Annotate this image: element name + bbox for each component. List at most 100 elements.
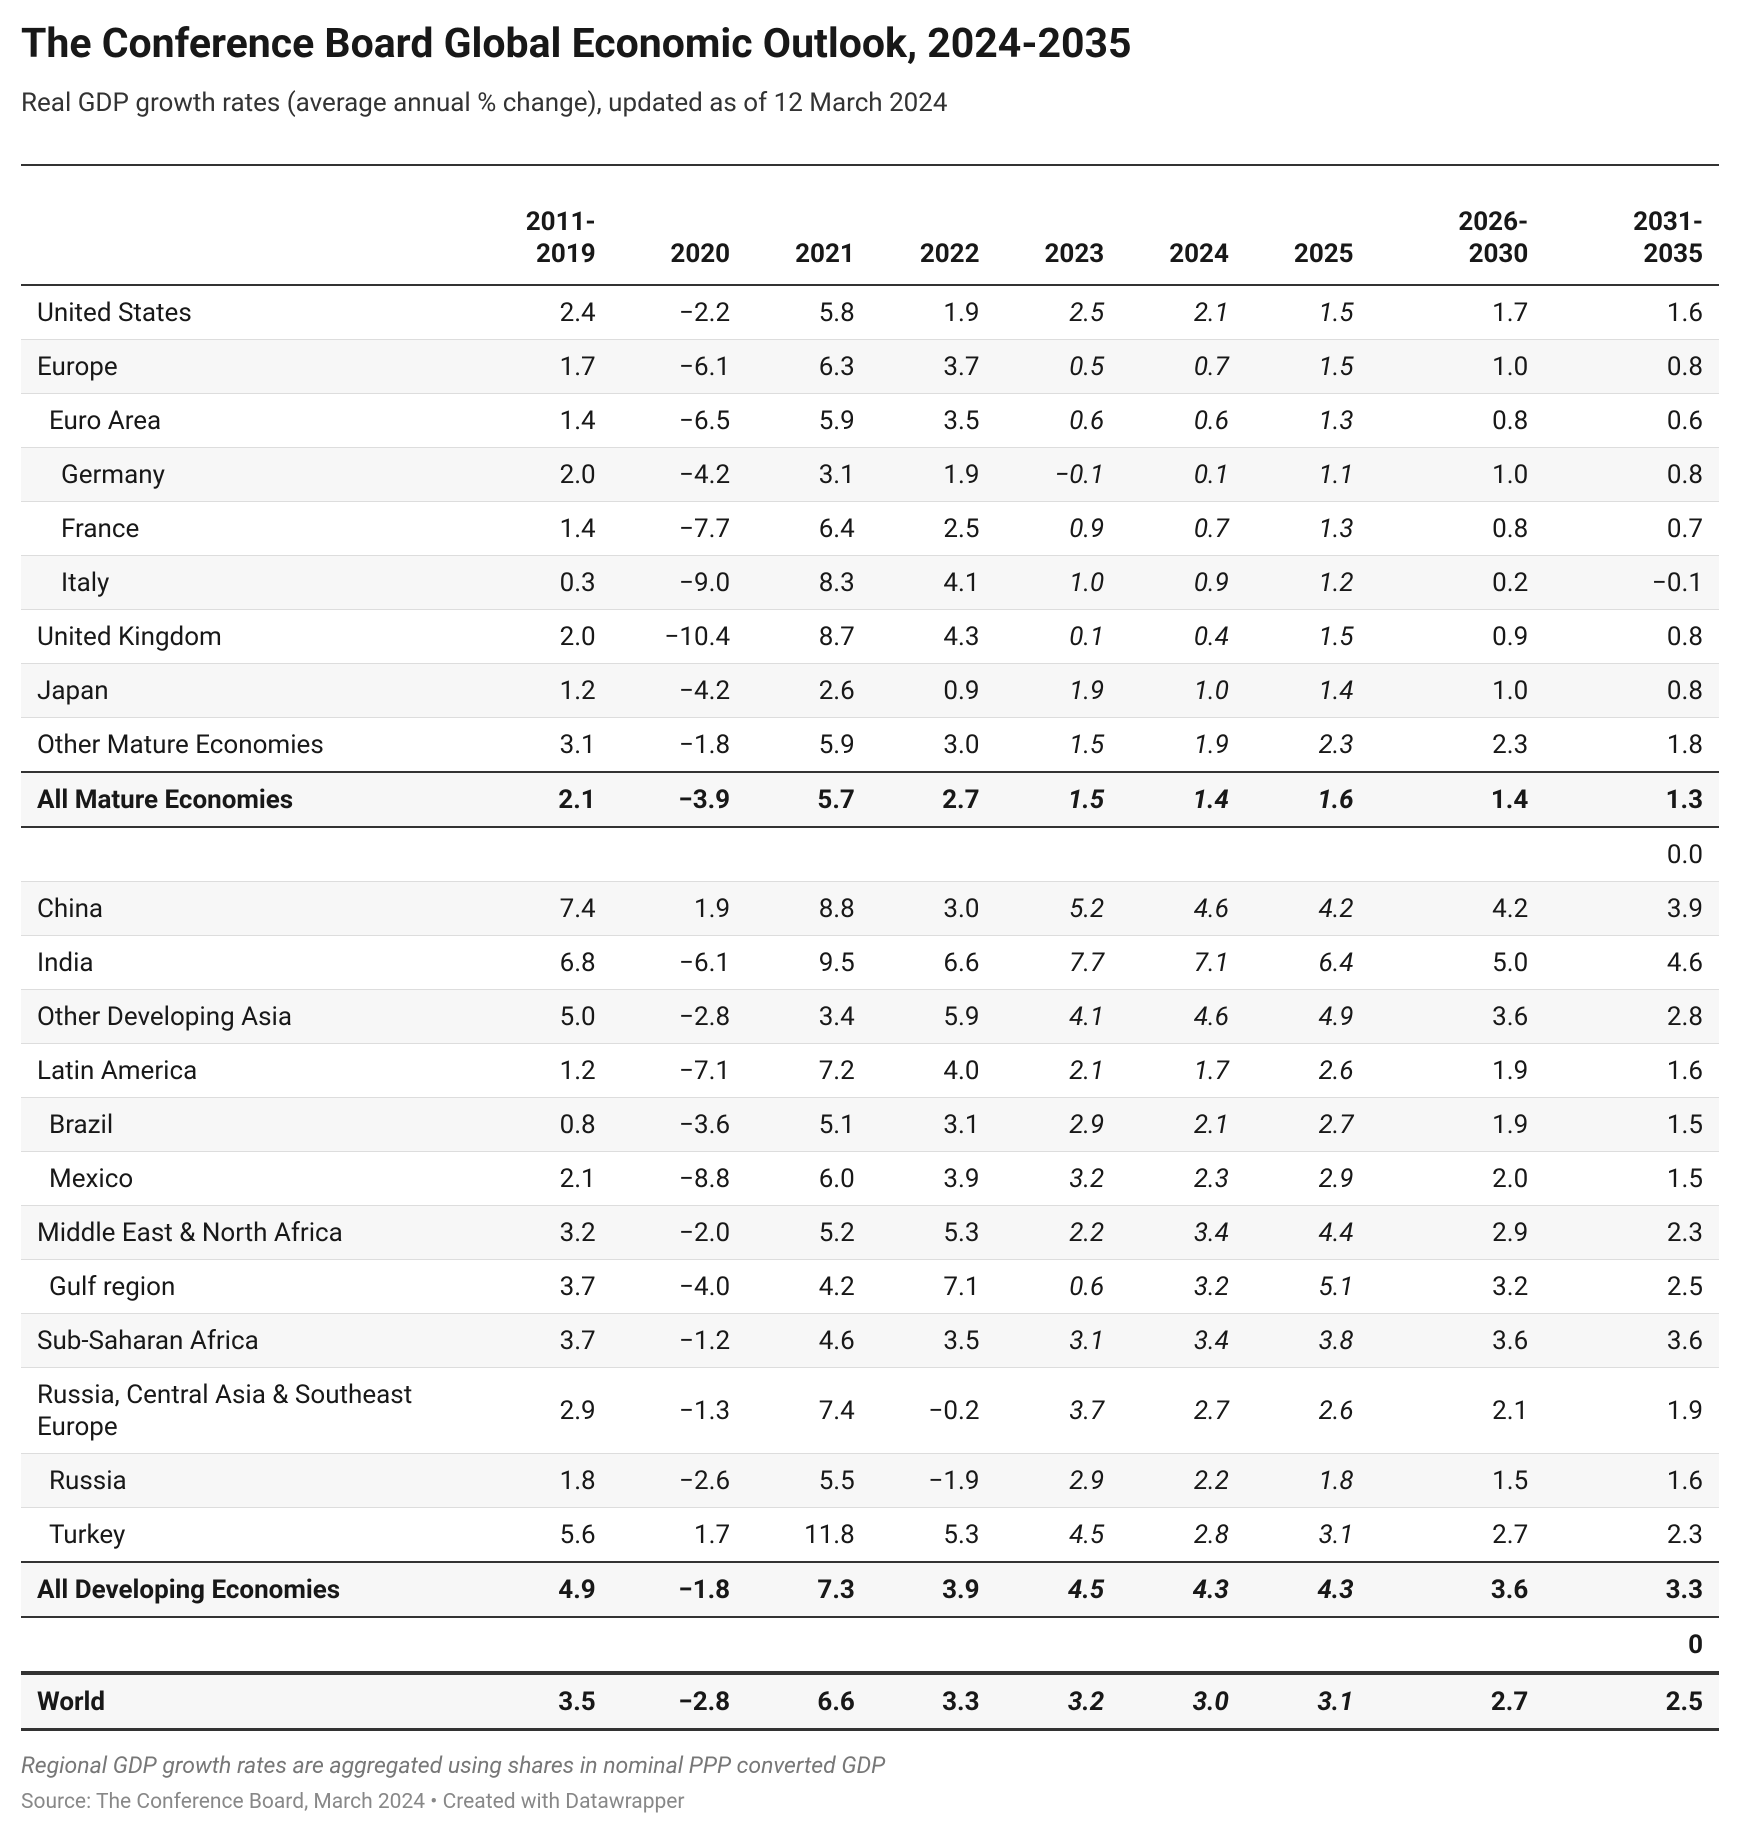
table-row: Russia 1.8 −2.6 5.5 −1.9 2.9 2.2 1.8 1.5 1.6	[21, 1453, 1719, 1508]
row-label: India	[21, 935, 437, 990]
value-cell: 4.6	[1120, 989, 1245, 1044]
value-cell: 7.4	[437, 881, 612, 936]
column-label: 2026-2030	[1458, 207, 1529, 269]
value-cell: 0.9	[870, 663, 996, 718]
value-cell: 2.5	[1544, 1671, 1719, 1731]
value-cell: 4.9	[437, 1561, 612, 1618]
value-cell: 11.8	[746, 1507, 871, 1563]
table-row: Other Developing Asia 5.0 −2.8 3.4 5.9 4.1 4.6…	[21, 989, 1719, 1044]
value-cell: 3.0	[1120, 1671, 1245, 1731]
value-cell: −10.4	[611, 609, 747, 664]
table-row: Japan 1.2 −4.2 2.6 0.9 1.9 1.0 1.4 1.0 0.8	[21, 663, 1719, 718]
value-cell: 2.9	[1244, 1151, 1370, 1206]
table-row: Sub-Saharan Africa 3.7 −1.2 4.6 3.5 3.1 3.4 3.8…	[21, 1313, 1719, 1368]
value-cell: 1.5	[995, 717, 1121, 773]
value-cell: 1.6	[1544, 1043, 1719, 1098]
row-label: Latin America	[21, 1043, 437, 1098]
value-cell: −3.6	[611, 1097, 747, 1152]
value-cell: 1.6	[1544, 285, 1719, 340]
value-cell: 2.2	[1120, 1453, 1245, 1508]
value-cell: 2.1	[1369, 1367, 1545, 1454]
value-cell: 1.4	[1120, 771, 1245, 828]
value-cell: −4.2	[611, 447, 747, 502]
value-cell: 2.0	[437, 609, 612, 664]
value-cell	[611, 1617, 747, 1674]
value-cell: 4.4	[1244, 1205, 1370, 1260]
value-cell: 5.3	[870, 1507, 996, 1563]
value-cell: 3.8	[1244, 1313, 1370, 1368]
value-cell	[437, 1617, 612, 1674]
table-row: Turkey 5.6 1.7 11.8 5.3 4.5 2.8 3.1 2.7 2.3	[21, 1507, 1719, 1563]
row-label: Middle East & North Africa	[21, 1205, 437, 1260]
value-cell: 2.3	[1544, 1507, 1719, 1563]
row-label: Turkey	[21, 1507, 437, 1563]
value-cell: 2.5	[1544, 1259, 1719, 1314]
value-cell: 1.4	[1244, 663, 1370, 718]
value-cell: 2.6	[746, 663, 871, 718]
value-cell: 2.2	[995, 1205, 1121, 1260]
row-label: Other Developing Asia	[21, 989, 437, 1044]
value-cell: 0.6	[1120, 393, 1245, 448]
table-row: Middle East & North Africa 3.2 −2.0 5.2 5.3 2…	[21, 1205, 1719, 1260]
value-cell: 3.1	[1244, 1507, 1370, 1563]
value-cell: 0	[1544, 1617, 1719, 1674]
column-label: 2031-2035	[1633, 207, 1703, 269]
header-cell	[21, 165, 437, 286]
value-cell: 4.6	[746, 1313, 871, 1368]
value-cell: 0.0	[1544, 827, 1719, 882]
value-cell: 0.9	[1120, 555, 1245, 610]
value-cell: 1.0	[1369, 339, 1545, 394]
value-cell: 2.6	[1244, 1043, 1370, 1098]
value-cell: 1.8	[437, 1453, 612, 1508]
row-label: Euro Area	[21, 393, 437, 448]
value-cell: 4.3	[1244, 1561, 1370, 1618]
value-cell: 3.6	[1369, 1561, 1545, 1618]
value-cell: 4.3	[1120, 1561, 1245, 1618]
value-cell: 1.7	[437, 339, 612, 394]
value-cell: 7.1	[870, 1259, 996, 1314]
value-cell	[1120, 1617, 1245, 1674]
value-cell: 2.9	[995, 1453, 1121, 1508]
value-cell: 0.9	[995, 501, 1121, 556]
value-cell: 8.3	[746, 555, 871, 610]
value-cell: 3.1	[995, 1313, 1121, 1368]
value-cell: 3.7	[870, 339, 996, 394]
table-row: 0	[21, 1617, 1719, 1674]
value-cell: 1.5	[1544, 1097, 1719, 1152]
header-cell: 2021	[746, 165, 871, 286]
value-cell: 3.7	[437, 1259, 612, 1314]
value-cell: 3.5	[437, 1671, 612, 1731]
value-cell: 3.2	[1369, 1259, 1545, 1314]
table-row: United Kingdom 2.0 −10.4 8.7 4.3 0.1 0.4 1.5 0.9…	[21, 609, 1719, 664]
value-cell: 2.8	[1544, 989, 1719, 1044]
table-row: France 1.4 −7.7 6.4 2.5 0.9 0.7 1.3 0.8 0.7	[21, 501, 1719, 556]
header-cell: 2022	[870, 165, 996, 286]
value-cell: 1.9	[1369, 1043, 1545, 1098]
value-cell	[1244, 827, 1370, 882]
value-cell: 2.9	[995, 1097, 1121, 1152]
value-cell: 3.1	[746, 447, 871, 502]
value-cell: 6.0	[746, 1151, 871, 1206]
table-row: 0.0	[21, 827, 1719, 882]
value-cell: 4.9	[1244, 989, 1370, 1044]
value-cell: 4.0	[870, 1043, 996, 1098]
value-cell: 4.1	[995, 989, 1121, 1044]
value-cell: 3.6	[1544, 1313, 1719, 1368]
value-cell: 5.6	[437, 1507, 612, 1563]
value-cell: 5.8	[746, 285, 871, 340]
value-cell: 0.9	[1369, 609, 1545, 664]
table-row: Euro Area 1.4 −6.5 5.9 3.5 0.6 0.6 1.3 0.8 0.6	[21, 393, 1719, 448]
value-cell: 3.1	[870, 1097, 996, 1152]
table-row: World 3.5 −2.8 6.6 3.3 3.2 3.0 3.1 2.7 2.5	[21, 1671, 1719, 1731]
table-row: Latin America 1.2 −7.1 7.2 4.0 2.1 1.7 2.6 1.9 1.…	[21, 1043, 1719, 1098]
value-cell: 2.7	[1369, 1507, 1545, 1563]
column-label: 2011-2019	[525, 207, 596, 269]
value-cell: −2.0	[611, 1205, 747, 1260]
value-cell: 4.6	[1544, 935, 1719, 990]
value-cell: 3.1	[1244, 1671, 1370, 1731]
value-cell: 1.7	[1369, 285, 1545, 340]
value-cell: 2.5	[870, 501, 996, 556]
value-cell: −0.1	[1544, 555, 1719, 610]
value-cell: 0.8	[1544, 609, 1719, 664]
